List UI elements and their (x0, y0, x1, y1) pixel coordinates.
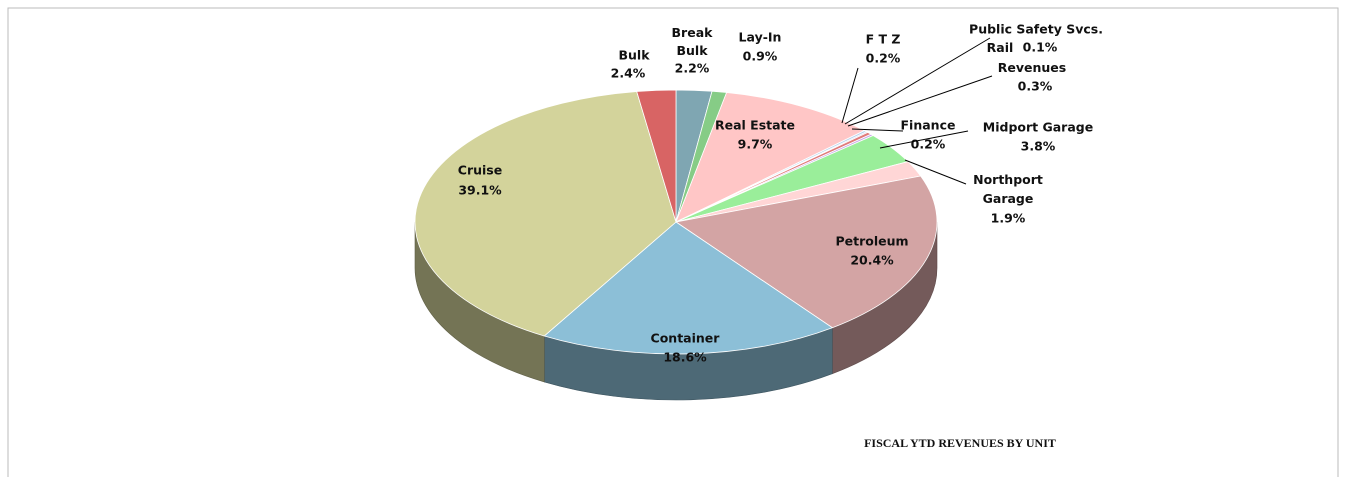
slice-label: Petroleum (835, 234, 908, 249)
leader-line (851, 128, 904, 132)
slice-value-label: 0.2% (866, 51, 901, 66)
slice-label: Rail Revenues (987, 40, 1067, 75)
slice-label: Public Safety Svcs. (969, 22, 1103, 37)
slice-label: Midport Garage (983, 120, 1093, 135)
slice-label: Bulk (618, 48, 650, 63)
slice-label: Break Bulk (672, 25, 714, 58)
slice-value-label: 18.6% (663, 350, 707, 365)
leader-line (841, 67, 859, 124)
slice (543, 221, 834, 355)
pie-sides (414, 221, 938, 401)
slice (636, 89, 677, 223)
slice-value-label: 0.9% (743, 49, 778, 64)
slice (414, 91, 677, 337)
slice-value-label: 0.1% (1023, 40, 1058, 55)
slice-value-label: 2.2% (675, 61, 710, 76)
slice-value-label: 39.1% (458, 183, 502, 198)
slice (675, 92, 866, 223)
slice-value-label: 3.8% (1021, 139, 1056, 154)
pie-tops (414, 89, 938, 355)
pie-labels: Break Bulk 2.2% Lay-In 0.9% Real Estate 9.7% F … (458, 22, 1103, 365)
leader-line (904, 159, 967, 185)
chart-title: FISCAL YTD REVENUES BY UNIT (864, 436, 1056, 450)
slice (674, 175, 938, 329)
chart-frame (7, 7, 1339, 477)
leader-line (879, 130, 969, 149)
slice-label: Real Estate (715, 118, 795, 133)
slice-label: Lay-In (739, 30, 782, 45)
slice-label: Finance (901, 118, 956, 133)
slice-label: Northport Garage (973, 172, 1043, 206)
slice-value-label: 9.7% (738, 137, 773, 152)
slice-label: F T Z (866, 32, 901, 47)
leader-line (847, 75, 993, 127)
slice-label: Container (651, 331, 721, 346)
slice-label: Cruise (458, 163, 502, 178)
leader-line (844, 37, 991, 125)
slice-value-label: 0.3% (1018, 79, 1053, 94)
slice-value-label: 1.9% (991, 211, 1026, 226)
slice-value-label: 20.4% (850, 253, 894, 268)
slice-value-label: 2.4% (611, 66, 646, 81)
